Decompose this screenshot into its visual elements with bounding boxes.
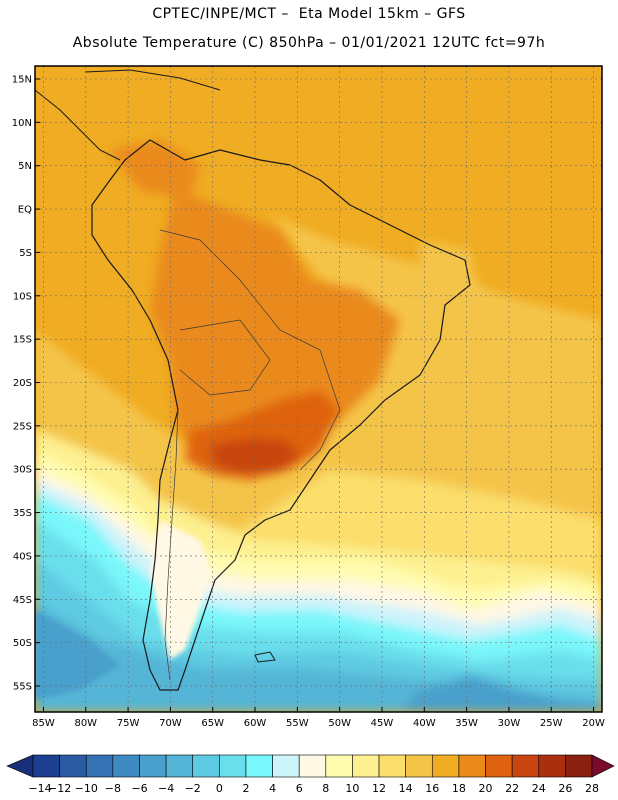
lon-label: 40W (413, 718, 436, 729)
field-east-16 (420, 240, 480, 340)
lat-label: 15S (13, 335, 32, 346)
colorbar-label: 24 (532, 782, 546, 795)
colorbar-label: −12 (48, 782, 71, 795)
lon-label: 85W (32, 718, 55, 729)
colorbar-label: 0 (216, 782, 223, 795)
coastline-falklands (254, 651, 276, 663)
lon-label: 35W (455, 718, 478, 729)
colorbar-label: −2 (185, 782, 201, 795)
colorbar-label: 28 (585, 782, 599, 795)
field-land-24 (210, 438, 300, 472)
colorbar-box (458, 754, 486, 778)
colorbar-label: −14 (28, 782, 51, 795)
colorbar-box (192, 754, 220, 778)
colorbar-label: 14 (399, 782, 413, 795)
colorbar-label: 2 (242, 782, 249, 795)
field-land-20-north (110, 140, 200, 200)
colorbar-high-arrow (591, 754, 615, 778)
border-bolivia (179, 319, 271, 396)
colorbar-box (272, 754, 300, 778)
colorbar-label: 8 (322, 782, 329, 795)
colorbar-box (565, 754, 593, 778)
coastline-central-america (35, 89, 121, 161)
lat-label: 45S (13, 595, 32, 606)
colorbar-label: 22 (505, 782, 519, 795)
colorbar-box (165, 754, 194, 778)
lat-label: 35S (13, 508, 32, 519)
border-brazil (159, 229, 341, 471)
lon-label: 50W (328, 718, 351, 729)
colorbar-box (538, 754, 566, 778)
colorbar-label: 26 (558, 782, 572, 795)
lat-label: 20S (13, 378, 32, 389)
lat-label: 15N (12, 75, 32, 86)
colorbar-box (431, 754, 460, 778)
colorbar-box (378, 754, 406, 778)
lon-label: 30W (498, 718, 521, 729)
colorbar-box (405, 754, 433, 778)
lon-label: 75W (117, 718, 140, 729)
colorbar-box (352, 754, 380, 778)
map-subtitle: Absolute Temperature (C) 850hPa – 01/01/… (72, 35, 546, 51)
lat-label: 55S (13, 681, 32, 692)
colorbar-box (59, 754, 87, 778)
temperature-field (35, 66, 602, 712)
colorbar-box (112, 754, 140, 778)
lon-label: 25W (540, 718, 563, 729)
country-borders (159, 229, 341, 681)
coastline-south-america (91, 139, 471, 691)
colorbar-label: 4 (269, 782, 276, 795)
colorbar-low-arrow (6, 754, 34, 778)
colorbar-label: −4 (158, 782, 174, 795)
colorbar-box (298, 754, 327, 778)
map-frame (34, 65, 603, 713)
lat-label: 40S (13, 551, 32, 562)
colorbar-label: 18 (452, 782, 466, 795)
colorbar-box (511, 754, 540, 778)
colorbar-label: 6 (296, 782, 303, 795)
lat-label: 5N (18, 161, 32, 172)
lon-label: 55W (286, 718, 309, 729)
lon-label: 60W (244, 718, 267, 729)
coastline (35, 69, 471, 691)
colorbar-box (139, 754, 167, 778)
colorbar-box (85, 754, 114, 778)
coastline-caribbean (84, 69, 221, 91)
temperature-map: 15N 10N 5N EQ 5S 10S 15S 20S 25S 30S 35S 40S 45S 50S 5… (12, 65, 605, 729)
field-band-neg2 (35, 600, 602, 712)
lon-label: 65W (201, 718, 224, 729)
colorbar-label: 16 (425, 782, 439, 795)
longitude-axis: 85W 80W 75W 70W 65W 60W 55W 50W 45W 40W 35W 30W 25W 2… (32, 707, 605, 729)
field-south-ocean-neg2 (35, 610, 120, 700)
colorbar-label: −10 (75, 782, 98, 795)
field-patagonia-6 (150, 520, 210, 660)
colorbar-label: −6 (131, 782, 147, 795)
lat-label: 5S (19, 248, 32, 259)
lat-label: 50S (13, 638, 32, 649)
colorbar-boxes (6, 754, 615, 778)
lat-label: 10S (13, 291, 32, 302)
lon-label: 70W (159, 718, 182, 729)
colorbar-label: −8 (105, 782, 121, 795)
colorbar-box (325, 754, 353, 778)
lon-label: 20W (582, 718, 605, 729)
map-title: CPTEC/INPE/MCT – Eta Model 15km – GFS (152, 6, 466, 22)
lat-label: 10N (12, 118, 32, 129)
border-argentina-chile (164, 409, 179, 681)
colorbar-box (245, 754, 273, 778)
colorbar-box (219, 754, 247, 778)
colorbar-label: 12 (372, 782, 386, 795)
lon-label: 80W (74, 718, 97, 729)
lat-label: 30S (13, 465, 32, 476)
lat-label: EQ (18, 205, 32, 216)
colorbar-label: 20 (479, 782, 493, 795)
colorbar-label: 10 (345, 782, 359, 795)
latitude-axis: 15N 10N 5N EQ 5S 10S 15S 20S 25S 30S 35S 40S 45S 50S 5… (12, 75, 40, 692)
lon-label: 45W (371, 718, 394, 729)
lat-label: 25S (13, 421, 32, 432)
colorbar-labels: −14−12 −10 −8 −6 −4 −2 0 2 4 6 8 10 12 14 16 18 20 22 24 26… (28, 782, 599, 795)
colorbar-box (485, 754, 513, 778)
colorbar-box (32, 754, 60, 778)
temperature-colorbar: −14−12 −10 −8 −6 −4 −2 0 2 4 6 8 10 12 14 16 18 20 22 24 26… (6, 754, 615, 795)
